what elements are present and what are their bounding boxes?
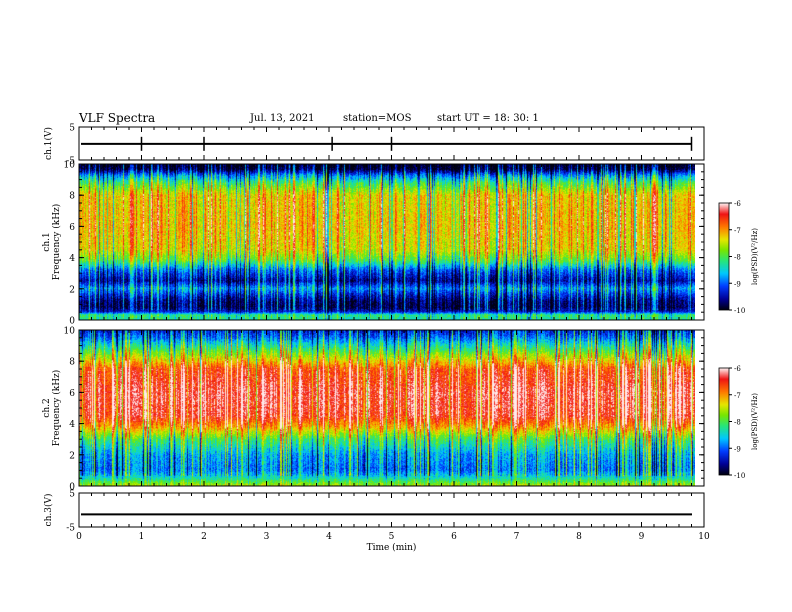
x-tick-label: 0 <box>76 532 82 542</box>
y-tick-label: 8 <box>69 358 75 368</box>
date-label: Jul. 13, 2021 <box>250 113 315 124</box>
y-tick-label: -5 <box>66 157 75 167</box>
x-tick-label: 8 <box>576 532 582 542</box>
y-tick-label: 6 <box>69 389 75 399</box>
colorbar-tick-label: -6 <box>734 200 741 208</box>
panel-frame <box>78 492 705 528</box>
x-tick-label: 10 <box>698 532 710 542</box>
x-axis-label: Time (min) <box>367 542 417 553</box>
y-tick-label: 10 <box>64 327 76 337</box>
x-tick-label: 3 <box>264 532 270 542</box>
colorbar-tick-label: -10 <box>734 472 745 480</box>
chart-title: VLF Spectra <box>79 111 156 125</box>
spectrogram-image <box>79 330 695 486</box>
colorbar <box>719 368 729 475</box>
y-tick-label: 4 <box>69 254 75 264</box>
colorbar-label: log(PSD)(V²/Hz) <box>751 228 759 285</box>
colorbar-tick-label: -9 <box>734 445 741 453</box>
colorbar-tick-label: -7 <box>734 392 741 400</box>
x-tick-label: 1 <box>139 532 145 542</box>
x-tick-label: 5 <box>389 532 395 542</box>
y-tick-label: 0 <box>69 317 75 327</box>
y-tick-label: 10 <box>64 161 76 171</box>
colorbar-tick-label: -10 <box>734 307 745 315</box>
x-tick-label: 7 <box>514 532 520 542</box>
y-tick-label: -5 <box>66 524 75 534</box>
x-tick-label: 6 <box>451 532 457 542</box>
colorbar <box>719 203 729 310</box>
colorbar-tick-label: -9 <box>734 280 741 288</box>
colorbar-tick-label: -7 <box>734 227 741 235</box>
y-tick-label: 0 <box>69 483 75 493</box>
y-tick-label: 6 <box>69 223 75 233</box>
spectrogram-image <box>79 164 695 320</box>
colorbar-label: log(PSD)(V²/Hz) <box>751 393 759 450</box>
y-axis-label: ch.2Frequency (kHz) <box>42 370 62 447</box>
x-tick-label: 9 <box>639 532 645 542</box>
y-axis-label: ch.1(V) <box>43 127 54 160</box>
y-tick-label: 8 <box>69 192 75 202</box>
y-tick-label: 2 <box>69 451 75 461</box>
spectrogram-layer <box>79 164 695 486</box>
y-tick-label: 2 <box>69 285 75 295</box>
y-tick-label: 5 <box>69 490 75 500</box>
colorbar-tick-label: -8 <box>734 419 741 427</box>
colorbar-tick-label: -6 <box>734 365 741 373</box>
y-tick-label: 5 <box>69 124 75 134</box>
y-axis-label: ch.1Frequency (kHz) <box>42 204 62 281</box>
colorbar-tick-label: -8 <box>734 254 741 262</box>
x-tick-label: 4 <box>326 532 332 542</box>
station-label: station=MOS <box>343 113 412 124</box>
start-time-label: start UT = 18: 30: 1 <box>437 113 539 124</box>
x-tick-label: 2 <box>201 532 207 542</box>
y-axis-label: ch.3(V) <box>43 494 54 527</box>
y-tick-label: 4 <box>69 420 75 430</box>
